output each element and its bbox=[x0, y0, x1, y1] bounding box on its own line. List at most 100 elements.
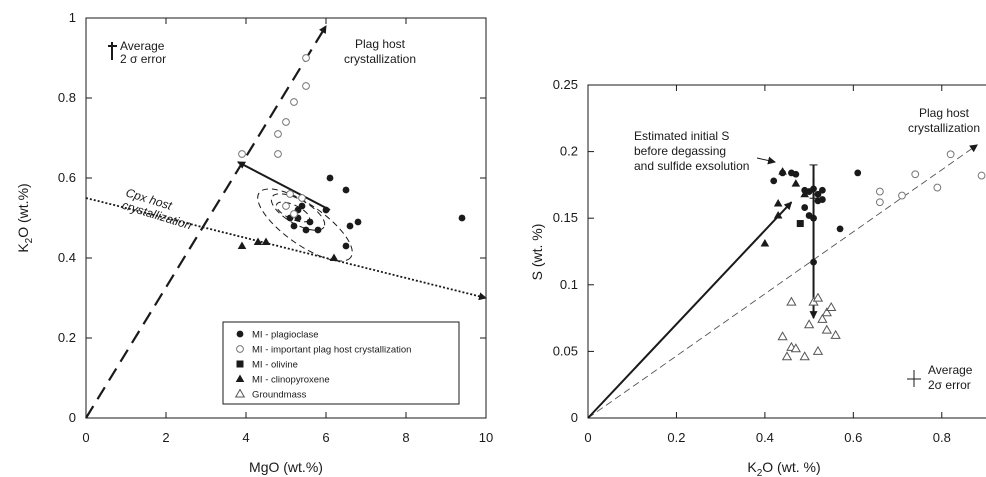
x-tick-label: 6 bbox=[322, 430, 329, 445]
point-mi-plagioclase bbox=[836, 225, 844, 233]
trend-lines bbox=[587, 144, 978, 419]
point-mi-important-plag-host-crystallization bbox=[875, 187, 884, 196]
point-mi-clinopyroxene bbox=[253, 237, 263, 245]
y-tick-labels: 0 0.2 0.4 0.6 0.8 1 bbox=[58, 10, 76, 425]
plag-host-annotation: Plag host crystallization bbox=[908, 106, 980, 135]
plag-host-trend bbox=[587, 144, 978, 419]
plag-host-annotation: Plag host crystallization bbox=[344, 37, 416, 66]
cpx-host-trend bbox=[85, 197, 487, 301]
legend-label-groundmass: Groundmass bbox=[252, 390, 307, 401]
cluster-ellipse-middle bbox=[270, 193, 326, 231]
y-axis-label: K2O (wt.%) bbox=[15, 183, 35, 252]
point-mi-important-plag-host-crystallization bbox=[898, 191, 906, 200]
legend: MI - plagioclase MI - important plag host… bbox=[222, 321, 460, 405]
y-tick-label: 0 bbox=[69, 410, 76, 425]
point-mi-clinopyroxene bbox=[800, 189, 809, 198]
point-mi-clinopyroxene bbox=[760, 239, 770, 247]
point-mi-plagioclase bbox=[290, 222, 298, 230]
x-tick-label: 10 bbox=[479, 430, 493, 445]
point-mi-important-plag-host-crystallization bbox=[302, 82, 310, 90]
legend-label-mi-plagioclase: MI - plagioclase bbox=[252, 330, 319, 341]
point-groundmass bbox=[799, 351, 810, 361]
x-tick-label: 0.4 bbox=[756, 430, 774, 445]
point-mi-plagioclase bbox=[801, 204, 809, 211]
point-groundmass bbox=[812, 292, 824, 302]
point-mi-important-plag-host-crystallization bbox=[977, 171, 986, 180]
y-axis-label: S (wt. %) bbox=[529, 224, 545, 281]
legend-marker-mi-plagioclase bbox=[236, 330, 244, 338]
y-tick-label: 0.6 bbox=[58, 170, 76, 185]
point-mi-plagioclase bbox=[346, 222, 354, 230]
point-mi-plagioclase bbox=[810, 185, 817, 193]
point-mi-plagioclase bbox=[810, 214, 817, 222]
data-points bbox=[760, 150, 986, 361]
point-mi-clinopyroxene bbox=[773, 211, 783, 219]
y-tick-label: 0.2 bbox=[58, 330, 76, 345]
point-mi-plagioclase bbox=[810, 258, 817, 266]
x-tick-label: 8 bbox=[402, 430, 409, 445]
initial-s-pointer bbox=[756, 156, 776, 165]
trend-lines bbox=[85, 25, 487, 419]
point-mi-plagioclase bbox=[354, 218, 362, 226]
point-mi-important-plag-host-crystallization bbox=[290, 98, 298, 106]
point-mi-important-plag-host-crystallization bbox=[274, 130, 282, 138]
x-tick-label: 0 bbox=[82, 430, 89, 445]
point-mi-important-plag-host-crystallization bbox=[911, 170, 920, 179]
plot-frame bbox=[587, 84, 986, 419]
point-groundmass bbox=[817, 313, 828, 323]
point-mi-important-plag-host-crystallization bbox=[946, 150, 955, 159]
y-tick-label: 0.8 bbox=[58, 90, 76, 105]
y-tick-label: 0 bbox=[571, 410, 578, 425]
point-mi-plagioclase bbox=[314, 226, 322, 234]
y-tick-label: 0.05 bbox=[553, 343, 578, 358]
cluster-ellipse-outer bbox=[257, 188, 353, 262]
y-tick-label: 0.25 bbox=[553, 77, 578, 92]
point-groundmass bbox=[777, 331, 788, 341]
legend-marker-groundmass bbox=[234, 388, 246, 398]
point-groundmass bbox=[781, 351, 793, 361]
point-groundmass bbox=[830, 329, 841, 339]
point-mi-plagioclase bbox=[458, 214, 466, 222]
point-mi-important-plag-host-crystallization bbox=[282, 202, 290, 210]
point-mi-plagioclase bbox=[818, 196, 826, 203]
x-tick-label: 0.6 bbox=[844, 430, 862, 445]
legend-box bbox=[222, 321, 460, 405]
point-mi-plagioclase bbox=[342, 242, 350, 250]
x-tick-label: 0.8 bbox=[933, 430, 951, 445]
cpx-host-annotation: Cpx hostcrystallization bbox=[120, 185, 197, 232]
chart-right: 0 0.2 0.4 0.6 0.8 0 0.05 0.1 0.15 0.2 0.25 K2O (w… bbox=[529, 77, 986, 477]
average-error-label: Average 2σ error bbox=[928, 363, 973, 392]
x-tick-labels: 0 2 4 6 8 10 bbox=[82, 430, 493, 445]
point-mi-plagioclase bbox=[322, 206, 330, 214]
chart-left: 0 2 4 6 8 10 0 0.2 0.4 0.6 0.8 1 MgO (wt.%) K2O (w… bbox=[15, 10, 493, 475]
point-mi-important-plag-host-crystallization bbox=[286, 190, 294, 198]
point-mi-plagioclase bbox=[818, 186, 826, 194]
point-groundmass bbox=[790, 343, 802, 353]
x-axis-label: K2O (wt. %) bbox=[747, 459, 820, 477]
data-points bbox=[237, 54, 466, 261]
point-mi-plagioclase bbox=[306, 218, 314, 226]
point-mi-plagioclase bbox=[770, 177, 778, 185]
legend-label-mi-clinopyroxene: MI - clinopyroxene bbox=[252, 375, 330, 386]
plot-frame bbox=[85, 17, 487, 419]
point-groundmass bbox=[803, 319, 815, 329]
point-groundmass bbox=[786, 296, 797, 306]
point-mi-clinopyroxene bbox=[237, 241, 247, 249]
point-groundmass bbox=[812, 345, 824, 355]
point-mi-important-plag-host-crystallization bbox=[238, 150, 246, 158]
average-error-cross bbox=[907, 370, 921, 387]
point-groundmass bbox=[821, 307, 832, 317]
point-mi-plagioclase bbox=[792, 170, 800, 178]
x-axis-label: MgO (wt.%) bbox=[249, 459, 323, 475]
legend-label-mi-olivine: MI - olivine bbox=[252, 360, 298, 371]
plag-host-trend bbox=[85, 25, 327, 419]
y-tick-label: 0.1 bbox=[560, 277, 578, 292]
point-mi-clinopyroxene bbox=[778, 167, 787, 175]
point-mi-clinopyroxene bbox=[791, 179, 801, 187]
point-mi-important-plag-host-crystallization bbox=[875, 198, 884, 207]
point-mi-plagioclase bbox=[854, 169, 862, 177]
legend-marker-mi-important-plag-host-crystallization bbox=[236, 345, 244, 353]
x-tick-label: 4 bbox=[242, 430, 249, 445]
